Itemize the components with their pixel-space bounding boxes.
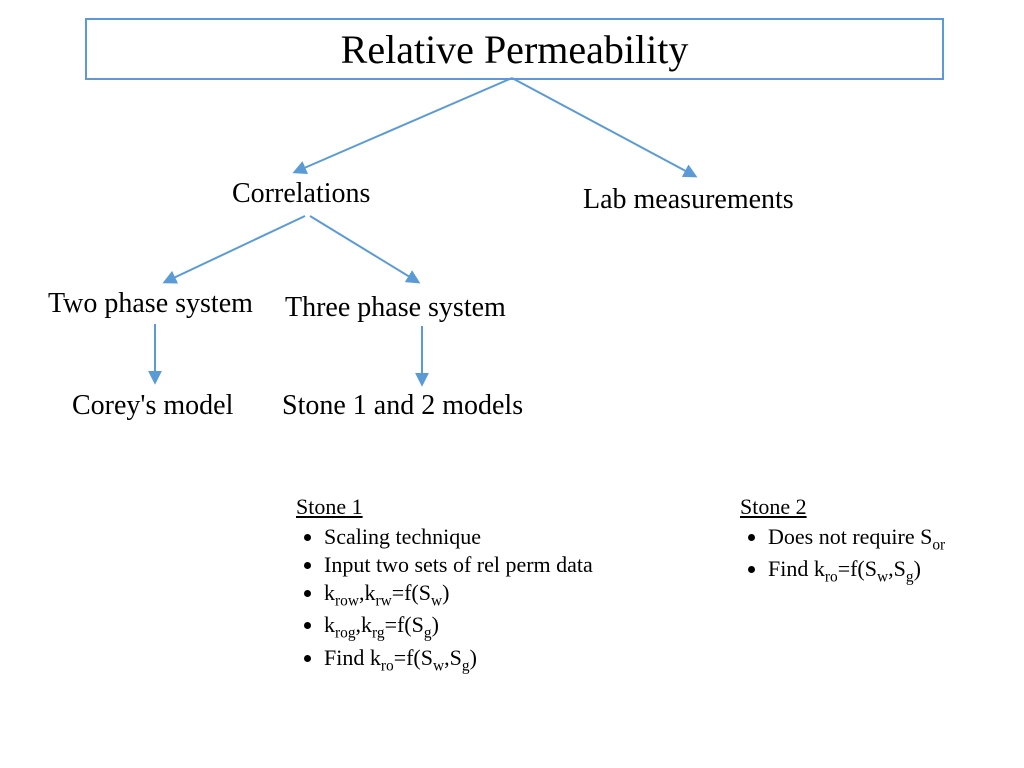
node-corey: Corey's model: [72, 390, 233, 422]
stone1-item: krog,krg=f(Sg): [324, 612, 593, 642]
stone2-list: Does not require SorFind kro=f(Sw,Sg): [740, 524, 945, 587]
node-two-phase: Two phase system: [48, 288, 253, 320]
stone1-item: Find kro=f(Sw,Sg): [324, 645, 593, 675]
node-lab: Lab measurements: [583, 184, 794, 216]
title-text: Relative Permeability: [341, 26, 689, 73]
stone2-item: Does not require Sor: [768, 524, 945, 554]
node-three-phase: Three phase system: [285, 292, 506, 324]
stone1-list: Scaling techniqueInput two sets of rel p…: [296, 524, 593, 675]
stone1-item: Input two sets of rel perm data: [324, 552, 593, 578]
stone2-item: Find kro=f(Sw,Sg): [768, 556, 945, 586]
node-stone: Stone 1 and 2 models: [282, 390, 523, 422]
stone1-heading: Stone 1: [296, 494, 593, 520]
stone1-item: krow,krw=f(Sw): [324, 580, 593, 610]
node-correlations: Correlations: [232, 178, 370, 210]
stone2-block: Stone 2 Does not require SorFind kro=f(S…: [740, 494, 945, 589]
stone1-block: Stone 1 Scaling techniqueInput two sets …: [296, 494, 593, 677]
title-box: Relative Permeability: [85, 18, 944, 80]
stone2-heading: Stone 2: [740, 494, 945, 520]
stone1-item: Scaling technique: [324, 524, 593, 550]
